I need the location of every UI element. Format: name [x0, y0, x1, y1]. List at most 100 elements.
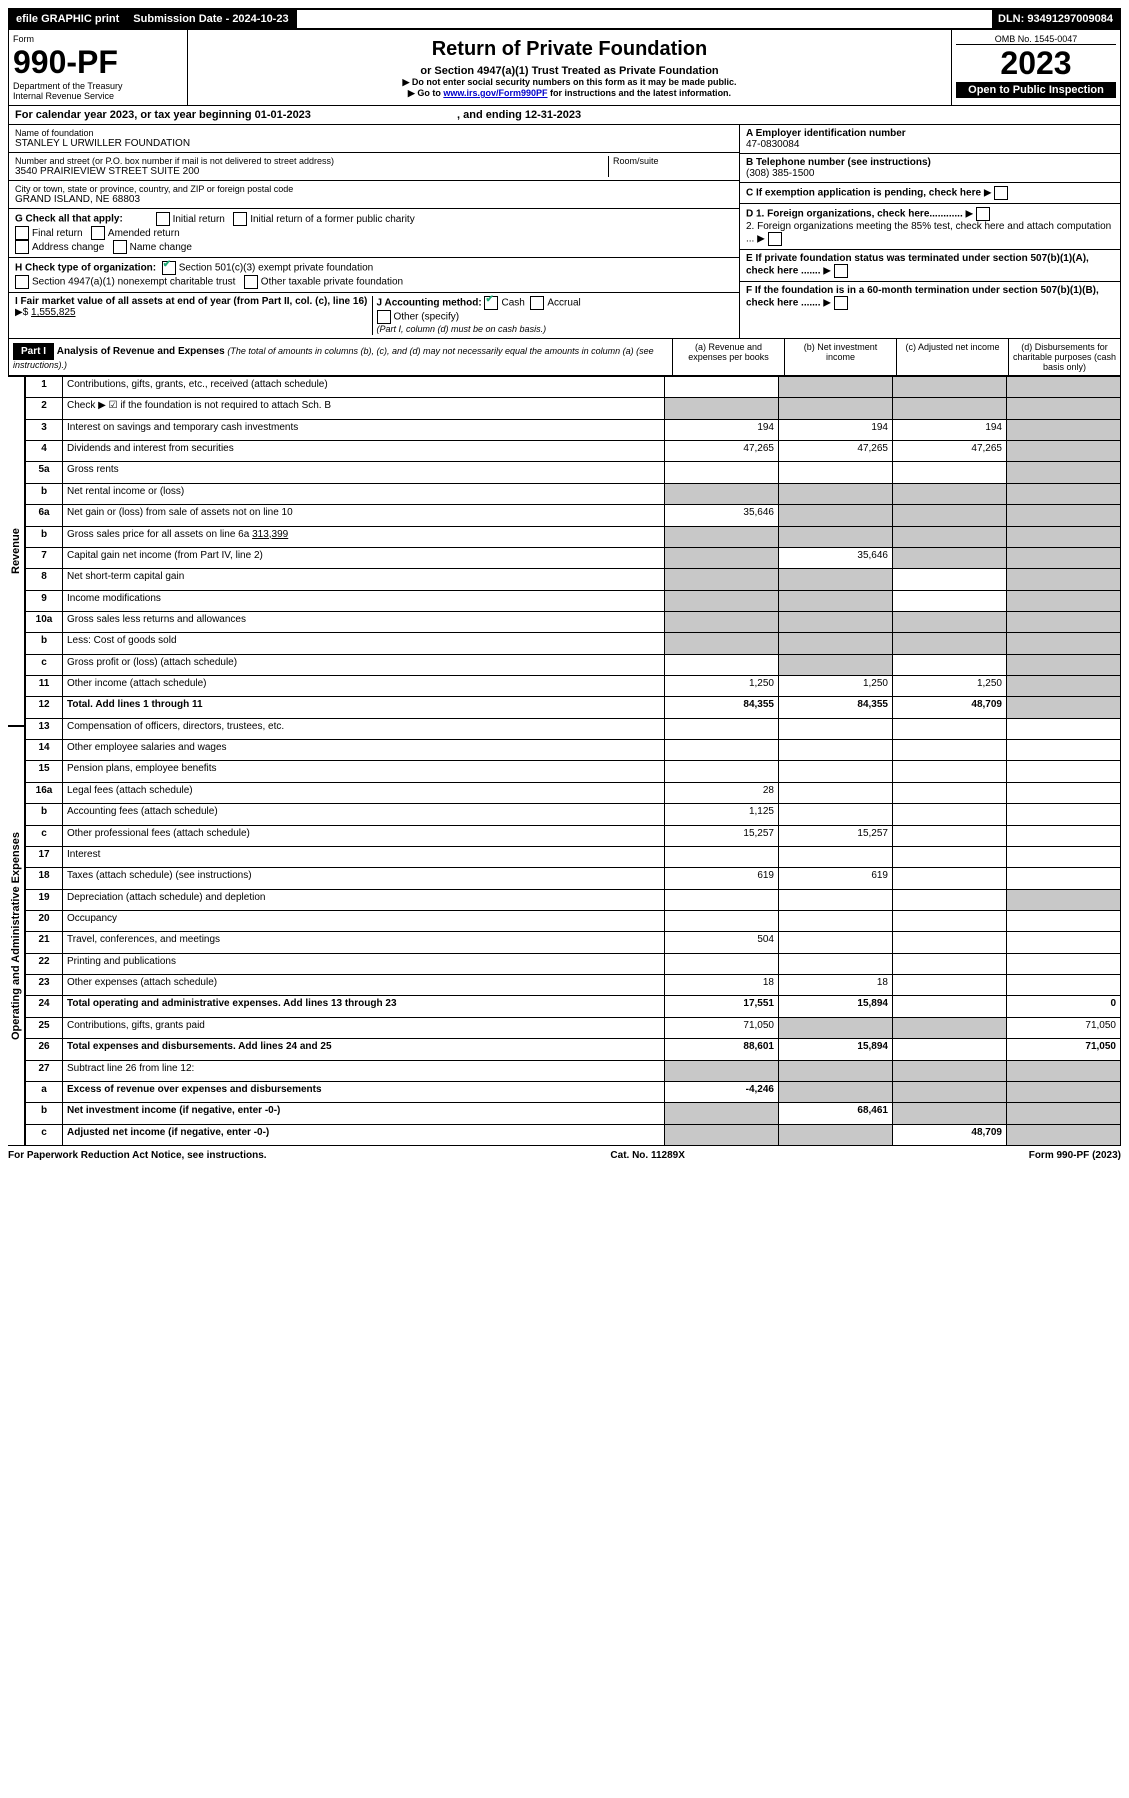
- opt-cash: Cash: [501, 298, 524, 309]
- form990pf-link[interactable]: www.irs.gov/Form990PF: [443, 88, 547, 98]
- entity-info: Name of foundation STANLEY L URWILLER FO…: [8, 125, 1121, 339]
- form-title: Return of Private Foundation: [192, 38, 947, 61]
- d2-label: 2. Foreign organizations meeting the 85%…: [746, 221, 1111, 245]
- opt-addr-change: Address change: [32, 242, 104, 253]
- chk-other-tax[interactable]: [244, 275, 258, 289]
- opt-initial: Initial return: [173, 214, 225, 225]
- table-row: bLess: Cost of goods sold: [26, 633, 1121, 654]
- fmv-value: 1,555,825: [31, 307, 76, 318]
- chk-4947[interactable]: [15, 275, 29, 289]
- part1-header-row: Part I Analysis of Revenue and Expenses …: [8, 339, 1121, 376]
- tel-label: B Telephone number (see instructions): [746, 157, 1114, 168]
- note-link: ▶ Go to www.irs.gov/Form990PF for instru…: [192, 88, 947, 99]
- form-header: Form 990-PF Department of the Treasury I…: [8, 30, 1121, 106]
- table-row: 6aNet gain or (loss) from sale of assets…: [26, 505, 1121, 526]
- d1-label: D 1. Foreign organizations, check here..…: [746, 209, 963, 220]
- table-row: 8Net short-term capital gain: [26, 569, 1121, 590]
- ein: 47-0830084: [746, 139, 1114, 150]
- col-d: (d) Disbursements for charitable purpose…: [1008, 339, 1120, 375]
- i-label: I Fair market value of all assets at end…: [15, 296, 367, 307]
- chk-initial[interactable]: [156, 212, 170, 226]
- irs: Internal Revenue Service: [13, 91, 183, 101]
- chk-e[interactable]: [834, 264, 848, 278]
- foundation-name: STANLEY L URWILLER FOUNDATION: [15, 138, 733, 149]
- chk-c[interactable]: [994, 186, 1008, 200]
- g-label: G Check all that apply:: [15, 214, 123, 225]
- footer-left: For Paperwork Reduction Act Notice, see …: [8, 1150, 267, 1161]
- table-row: 17Interest: [26, 846, 1121, 867]
- table-row: aExcess of revenue over expenses and dis…: [26, 1081, 1121, 1102]
- table-row: 7Capital gain net income (from Part IV, …: [26, 547, 1121, 568]
- table-row: 27Subtract line 26 from line 12:: [26, 1060, 1121, 1081]
- table-row: 4Dividends and interest from securities4…: [26, 441, 1121, 462]
- table-row: 23Other expenses (attach schedule)1818: [26, 975, 1121, 996]
- chk-accrual[interactable]: [530, 296, 544, 310]
- calendar-year-line: For calendar year 2023, or tax year begi…: [8, 106, 1121, 125]
- addr-label: Number and street (or P.O. box number if…: [15, 156, 608, 166]
- table-row: 3Interest on savings and temporary cash …: [26, 419, 1121, 440]
- f-label: F If the foundation is in a 60-month ter…: [746, 285, 1099, 309]
- name-label: Name of foundation: [15, 128, 733, 138]
- chk-other-method[interactable]: [377, 310, 391, 324]
- room-label: Room/suite: [613, 156, 733, 166]
- submission-date: Submission Date - 2024-10-23: [127, 10, 296, 28]
- ein-label: A Employer identification number: [746, 128, 1114, 139]
- table-row: 13Compensation of officers, directors, t…: [26, 718, 1121, 739]
- note-ssn: ▶ Do not enter social security numbers o…: [192, 77, 947, 88]
- form-number: 990-PF: [13, 44, 183, 81]
- h-label: H Check type of organization:: [15, 263, 156, 274]
- dept: Department of the Treasury: [13, 81, 183, 91]
- cal-begin: For calendar year 2023, or tax year begi…: [15, 109, 311, 121]
- opt-4947: Section 4947(a)(1) nonexempt charitable …: [32, 277, 235, 288]
- table-row: 16aLegal fees (attach schedule)28: [26, 782, 1121, 803]
- efile-badge: efile GRAPHIC print: [10, 10, 127, 28]
- dln: DLN: 93491297009084: [992, 10, 1119, 28]
- col-b: (b) Net investment income: [784, 339, 896, 375]
- opt-other-tax: Other taxable private foundation: [261, 277, 403, 288]
- chk-d2[interactable]: [768, 232, 782, 246]
- table-row: cGross profit or (loss) (attach schedule…: [26, 654, 1121, 675]
- table-row: 22Printing and publications: [26, 953, 1121, 974]
- part1-body: Revenue Operating and Administrative Exp…: [8, 376, 1121, 1146]
- note-link-post: for instructions and the latest informat…: [548, 88, 732, 98]
- table-row: 5aGross rents: [26, 462, 1121, 483]
- table-row: 18Taxes (attach schedule) (see instructi…: [26, 868, 1121, 889]
- top-bar: efile GRAPHIC print Submission Date - 20…: [8, 8, 1121, 30]
- page-footer: For Paperwork Reduction Act Notice, see …: [8, 1146, 1121, 1161]
- opt-name-change: Name change: [130, 242, 192, 253]
- col-a: (a) Revenue and expenses per books: [672, 339, 784, 375]
- addr: 3540 PRAIRIEVIEW STREET SUITE 200: [15, 166, 608, 177]
- table-row: cOther professional fees (attach schedul…: [26, 825, 1121, 846]
- chk-name-change[interactable]: [113, 240, 127, 254]
- j-label: J Accounting method:: [377, 298, 482, 309]
- footer-mid: Cat. No. 11289X: [610, 1150, 684, 1161]
- table-row: 2Check ▶ ☑ if the foundation is not requ…: [26, 398, 1121, 419]
- chk-amended[interactable]: [91, 226, 105, 240]
- chk-initial-former[interactable]: [233, 212, 247, 226]
- chk-cash[interactable]: [484, 296, 498, 310]
- table-row: 9Income modifications: [26, 590, 1121, 611]
- table-row: 15Pension plans, employee benefits: [26, 761, 1121, 782]
- table-row: 21Travel, conferences, and meetings504: [26, 932, 1121, 953]
- chk-501c3[interactable]: [162, 261, 176, 275]
- cal-end: , and ending 12-31-2023: [457, 109, 581, 121]
- table-row: bNet investment income (if negative, ent…: [26, 1103, 1121, 1124]
- chk-d1[interactable]: [976, 207, 990, 221]
- col-c: (c) Adjusted net income: [896, 339, 1008, 375]
- opt-accrual: Accrual: [547, 298, 580, 309]
- open-inspection: Open to Public Inspection: [956, 82, 1116, 98]
- side-expenses: Operating and Administrative Expenses: [8, 726, 25, 1146]
- opt-501c3: Section 501(c)(3) exempt private foundat…: [179, 263, 374, 274]
- table-row: bNet rental income or (loss): [26, 483, 1121, 504]
- form-subtitle: or Section 4947(a)(1) Trust Treated as P…: [192, 65, 947, 77]
- chk-addr-change[interactable]: [15, 240, 29, 254]
- omb: OMB No. 1545-0047: [956, 34, 1116, 45]
- chk-final[interactable]: [15, 226, 29, 240]
- e-label: E If private foundation status was termi…: [746, 253, 1089, 277]
- table-row: 11Other income (attach schedule)1,2501,2…: [26, 676, 1121, 697]
- opt-other-method: Other (specify): [394, 312, 460, 323]
- chk-f[interactable]: [834, 296, 848, 310]
- note-link-pre: ▶ Go to: [408, 88, 443, 98]
- table-row: 26Total expenses and disbursements. Add …: [26, 1039, 1121, 1060]
- table-row: 14Other employee salaries and wages: [26, 740, 1121, 761]
